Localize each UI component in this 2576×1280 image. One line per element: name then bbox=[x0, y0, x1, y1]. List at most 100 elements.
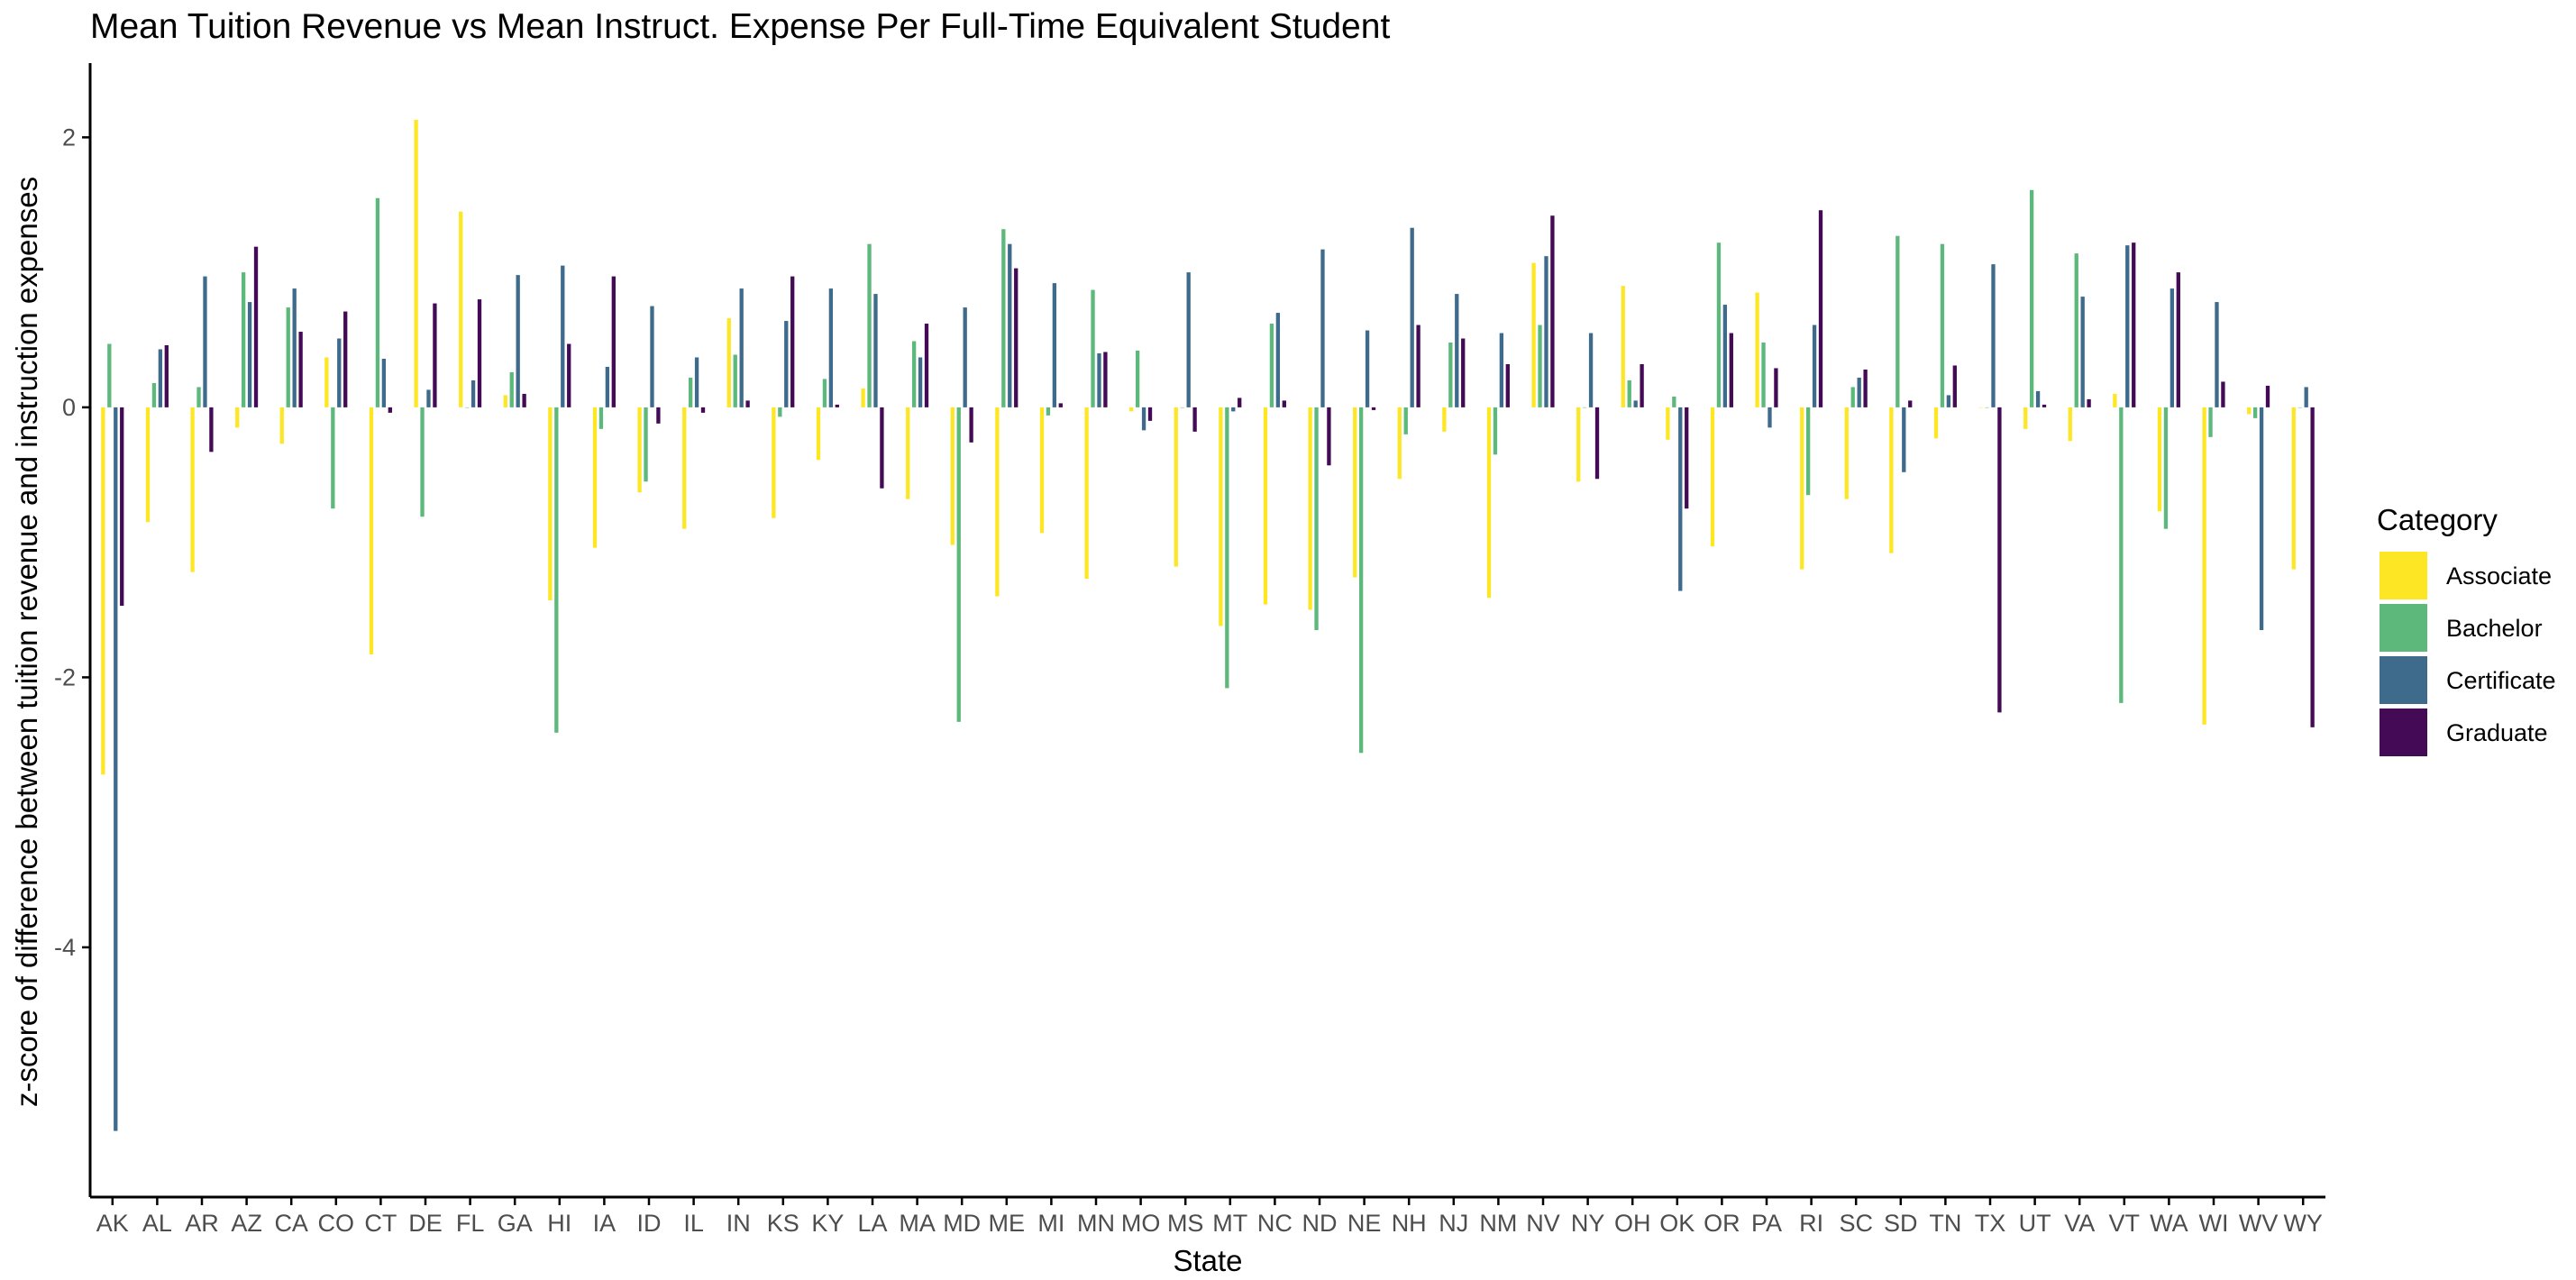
bar-ri-bachelor bbox=[1805, 407, 1811, 496]
bar-tx-certificate bbox=[1991, 264, 1996, 407]
x-tick-label: TX bbox=[1975, 1210, 2006, 1237]
bar-ny-associate bbox=[1576, 407, 1581, 482]
bar-az-bachelor bbox=[241, 272, 246, 407]
bar-nd-graduate bbox=[1327, 407, 1331, 466]
bar-wv-bachelor bbox=[2252, 407, 2258, 418]
bar-ms-certificate bbox=[1186, 272, 1191, 407]
bar-ny-certificate bbox=[1588, 333, 1594, 407]
bar-md-graduate bbox=[969, 407, 973, 443]
bar-nh-certificate bbox=[1410, 227, 1414, 407]
bar-al-certificate bbox=[158, 349, 163, 407]
bar-la-associate bbox=[861, 388, 865, 407]
bar-de-bachelor bbox=[420, 407, 425, 517]
bar-wi-certificate bbox=[2215, 302, 2219, 407]
bar-nc-graduate bbox=[1282, 400, 1286, 407]
bar-il-certificate bbox=[694, 357, 699, 407]
x-tick-label: MN bbox=[1077, 1210, 1115, 1237]
bar-wa-graduate bbox=[2176, 272, 2180, 407]
x-tick-label: IN bbox=[726, 1210, 751, 1237]
x-tick-label: NM bbox=[1479, 1210, 1517, 1237]
bar-wa-certificate bbox=[2170, 288, 2175, 407]
bar-ca-associate bbox=[279, 407, 284, 444]
x-tick-label: NY bbox=[1571, 1210, 1605, 1237]
bar-tx-associate bbox=[1978, 407, 1983, 408]
bar-in-certificate bbox=[739, 288, 744, 407]
bar-sc-certificate bbox=[1857, 377, 1861, 407]
bar-nc-certificate bbox=[1275, 313, 1281, 407]
bar-ia-bachelor bbox=[598, 407, 604, 429]
bar-ak-bachelor bbox=[107, 343, 112, 407]
bar-nh-bachelor bbox=[1403, 407, 1408, 434]
bar-md-associate bbox=[950, 407, 955, 545]
bar-hi-graduate bbox=[567, 343, 571, 407]
bar-or-certificate bbox=[1722, 305, 1728, 407]
bar-ms-associate bbox=[1174, 407, 1178, 567]
x-tick-label: HI bbox=[547, 1210, 571, 1237]
legend: Category Associate Bachelor Certificate Gra… bbox=[2377, 503, 2556, 756]
bar-ar-bachelor bbox=[196, 387, 201, 407]
x-tick-label: CO bbox=[318, 1210, 355, 1237]
bar-me-graduate bbox=[1014, 268, 1019, 407]
bar-ar-graduate bbox=[209, 407, 214, 453]
bar-co-certificate bbox=[337, 338, 342, 407]
bar-wi-associate bbox=[2202, 407, 2206, 725]
x-tick-label: NJ bbox=[1439, 1210, 1468, 1237]
x-ticks: AK AL AR AZ CA CO CT DE FL GA HI IA ID IL IN KS KY LA MA MD… bbox=[96, 1197, 2323, 1237]
bar-wv-certificate bbox=[2259, 407, 2264, 630]
bar-mo-graduate bbox=[1147, 407, 1153, 421]
x-tick-label: ME bbox=[989, 1210, 1026, 1237]
bar-de-certificate bbox=[426, 389, 431, 407]
bar-wv-graduate bbox=[2265, 385, 2270, 407]
bar-mn-graduate bbox=[1103, 352, 1108, 407]
x-tick-label: KY bbox=[811, 1210, 844, 1237]
bar-nv-certificate bbox=[1544, 256, 1548, 407]
legend-swatch-bachelor bbox=[2380, 604, 2427, 652]
bar-ma-certificate bbox=[918, 357, 923, 407]
bar-wy-bachelor bbox=[2297, 407, 2302, 408]
bar-oh-graduate bbox=[1640, 363, 1644, 407]
x-tick-label: CT bbox=[364, 1210, 397, 1237]
bar-md-bachelor bbox=[956, 407, 961, 722]
bar-ak-associate bbox=[101, 407, 105, 775]
x-tick-label: VA bbox=[2064, 1210, 2095, 1237]
bar-ut-bachelor bbox=[2029, 189, 2034, 407]
bar-il-bachelor bbox=[688, 377, 693, 407]
x-tick-label: MI bbox=[1037, 1210, 1064, 1237]
bar-ca-graduate bbox=[298, 332, 303, 407]
bar-ar-certificate bbox=[203, 276, 207, 407]
legend-swatch-associate bbox=[2380, 552, 2427, 599]
x-tick-label: MT bbox=[1212, 1210, 1247, 1237]
x-tick-label: NC bbox=[1257, 1210, 1293, 1237]
bar-sc-graduate bbox=[1863, 369, 1868, 407]
legend-title: Category bbox=[2377, 503, 2498, 536]
bar-ny-graduate bbox=[1594, 407, 1600, 480]
bar-mn-bachelor bbox=[1091, 289, 1095, 407]
bar-fl-graduate bbox=[477, 299, 482, 407]
x-tick-label: OH bbox=[1614, 1210, 1651, 1237]
bar-ri-certificate bbox=[1812, 325, 1817, 407]
bar-ia-associate bbox=[592, 407, 598, 548]
bar-ne-bachelor bbox=[1358, 407, 1364, 754]
bar-pa-associate bbox=[1755, 292, 1759, 407]
x-tick-label: AK bbox=[96, 1210, 129, 1237]
bar-mi-associate bbox=[1039, 407, 1045, 534]
bar-ms-graduate bbox=[1192, 407, 1197, 432]
bar-nv-graduate bbox=[1550, 215, 1555, 407]
bar-ky-associate bbox=[816, 407, 821, 461]
bar-ky-certificate bbox=[828, 288, 834, 407]
legend-swatch-graduate bbox=[2380, 709, 2427, 756]
bar-va-graduate bbox=[2087, 398, 2091, 407]
bar-mt-bachelor bbox=[1225, 407, 1229, 689]
bar-co-bachelor bbox=[331, 407, 335, 509]
bar-ri-associate bbox=[1800, 407, 1804, 570]
bar-il-associate bbox=[682, 407, 687, 529]
bar-sd-graduate bbox=[1908, 400, 1913, 407]
bar-nv-associate bbox=[1531, 262, 1536, 407]
bar-ca-bachelor bbox=[286, 307, 290, 407]
bar-va-certificate bbox=[2080, 297, 2085, 407]
bar-ks-associate bbox=[772, 407, 776, 518]
bar-vt-bachelor bbox=[2119, 407, 2124, 703]
x-tick-label: OR bbox=[1704, 1210, 1740, 1237]
bar-ky-bachelor bbox=[822, 379, 827, 407]
bar-wy-graduate bbox=[2310, 407, 2315, 727]
